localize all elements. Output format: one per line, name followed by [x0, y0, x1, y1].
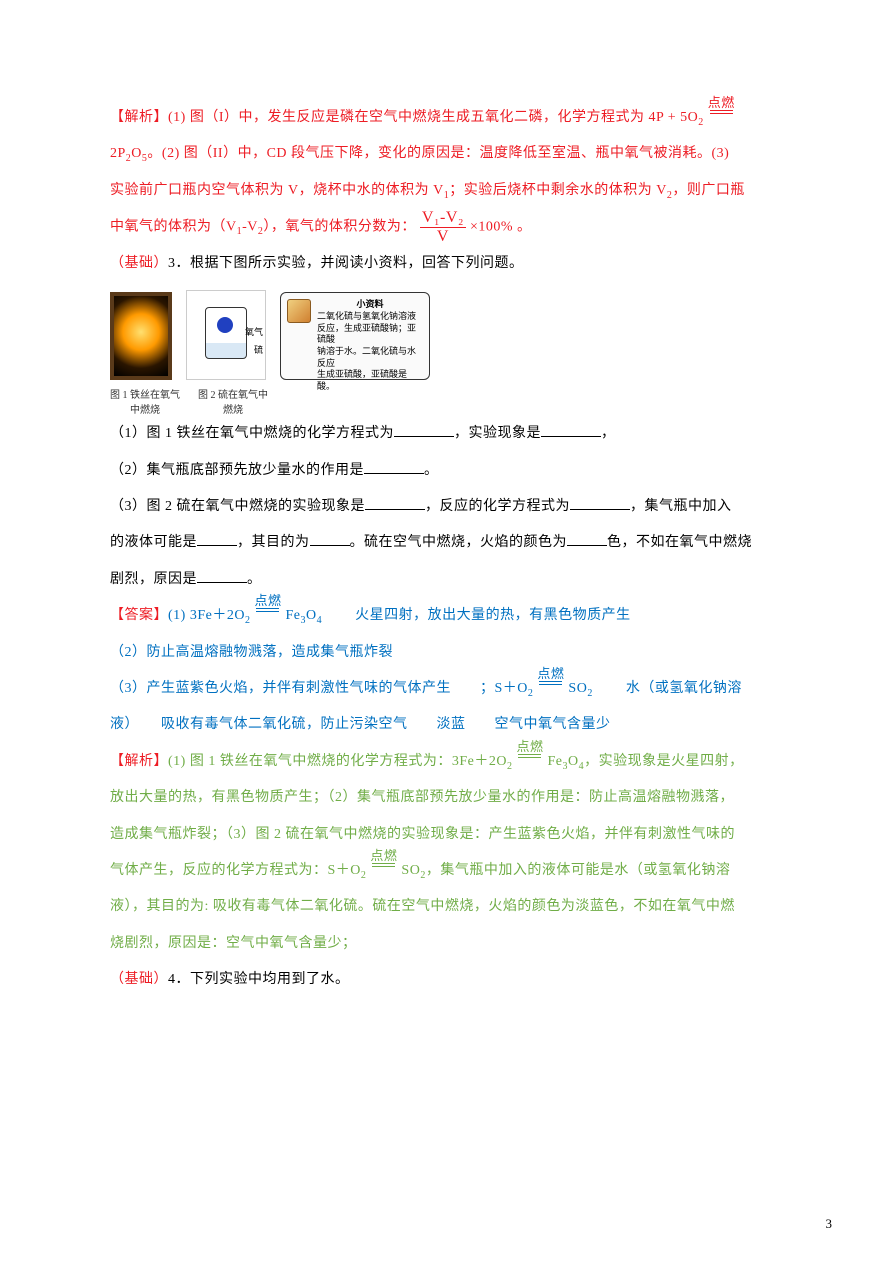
blank [570, 495, 630, 510]
q3-1: （1）图 1 铁丝在氧气中燃烧的化学方程式为，实验现象是， [110, 416, 832, 452]
blank [567, 531, 607, 546]
q3-tag: （基础） [110, 256, 168, 271]
ignite-arrow-3: 点燃 [537, 667, 564, 685]
flask-icon [205, 307, 247, 359]
info-card: 小资料 二氧化硫与氢氧化钠溶液 反应，生成亚硫酸钠；亚硫酸 钠溶于水。二氧化硫与… [280, 292, 430, 380]
explain-4: 气体产生，反应的化学方程式为：S＋O2 点燃 SO2，集气瓶中加入的液体可能是水… [110, 853, 832, 889]
figure-2-sulfur-burn: 氧气 硫 [186, 290, 266, 380]
blank [394, 422, 454, 437]
answer-1: 【答案】(1) 3Fe＋2O2 点燃 Fe3O4 火星四射，放出大量的热，有黑色… [110, 598, 832, 634]
explain-head: 【解析】 [110, 754, 168, 769]
blank [365, 495, 425, 510]
explain-3: 造成集气瓶炸裂；（3）图 2 硫在氧气中燃烧的实验现象是：产生蓝紫色火焰，并伴有… [110, 817, 832, 853]
answer-head: 【答案】 [110, 608, 168, 623]
ignite-arrow-5: 点燃 [370, 849, 397, 867]
blank [310, 531, 350, 546]
figure-1-iron-burn [110, 292, 172, 380]
explain-1: 【解析】(1) 图 1 铁丝在氧气中燃烧的化学方程式为：3Fe＋2O2 点燃 F… [110, 744, 832, 780]
caption-row: 图 1 铁丝在氧气中燃烧 图 2 硫在氧气中燃烧 [110, 384, 832, 416]
q3-3c: 剧烈，原因是。 [110, 562, 832, 598]
q4-head: （基础）4．下列实验中均用到了水。 [110, 962, 832, 998]
explain-5: 液），其目的为: 吸收有毒气体二氧化硫。硫在空气中燃烧，火焰的颜色为淡蓝色，不如… [110, 889, 832, 925]
analysis-line-2: 2P2O5。(2) 图（II）中，CD 段气压下降，变化的原因是：温度降低至室温… [110, 136, 832, 172]
explain-6: 烧剧烈，原因是：空气中氧气含量少； [110, 926, 832, 962]
answer-3b: 液） 吸收有毒气体二氧化硫，防止污染空气 淡蓝 空气中氧气含量少 [110, 707, 832, 743]
blank [197, 568, 247, 583]
page-number: 3 [826, 1216, 833, 1232]
q3-head: （基础）3．根据下图所示实验，并阅读小资料，回答下列问题。 [110, 246, 832, 282]
analysis-line-1: 【解析】(1) 图（I）中，发生反应是磷在空气中燃烧生成五氧化二磷，化学方程式为… [110, 100, 832, 136]
blank [197, 531, 237, 546]
figure-row: 氧气 硫 小资料 二氧化硫与氢氧化钠溶液 反应，生成亚硫酸钠；亚硫酸 钠溶于水。… [110, 290, 832, 380]
analysis-line-3: 实验前广口瓶内空气体积为 V，烧杯中水的体积为 V1；实验后烧杯中剩余水的体积为… [110, 173, 832, 209]
q4-tag: （基础） [110, 972, 168, 987]
ignite-arrow-1: 点燃 [708, 96, 735, 114]
blank [541, 422, 601, 437]
explain-2: 放出大量的热，有黑色物质产生；（2）集气瓶底部预先放少量水的作用是：防止高温熔融… [110, 780, 832, 816]
ignite-arrow-2: 点燃 [254, 594, 281, 612]
q3-3b: 的液体可能是，其目的为。硫在空气中燃烧，火焰的颜色为色，不如在氧气中燃烧 [110, 525, 832, 561]
analysis-head: 【解析】 [110, 110, 168, 125]
q3-3a: （3）图 2 硫在氧气中燃烧的实验现象是，反应的化学方程式为，集气瓶中加入 [110, 489, 832, 525]
page: 【解析】(1) 图（I）中，发生反应是磷在空气中燃烧生成五氧化二磷，化学方程式为… [0, 0, 892, 1262]
answer-3a: （3）产生蓝紫色火焰，并伴有刺激性气味的气体产生 ；S＋O2 点燃 SO2 水（… [110, 671, 832, 707]
fraction: V₁-V₂ V [420, 209, 466, 245]
q3-2: （2）集气瓶底部预先放少量水的作用是。 [110, 453, 832, 489]
beaker-icon [287, 299, 311, 323]
answer-2: （2）防止高温熔融物溅落，造成集气瓶炸裂 [110, 635, 832, 671]
analysis-line-4: 中氧气的体积为（V1-V2），氧气的体积分数为： V₁-V₂ V ×100% 。 [110, 209, 832, 246]
blank [364, 459, 424, 474]
ignite-arrow-4: 点燃 [516, 740, 543, 758]
